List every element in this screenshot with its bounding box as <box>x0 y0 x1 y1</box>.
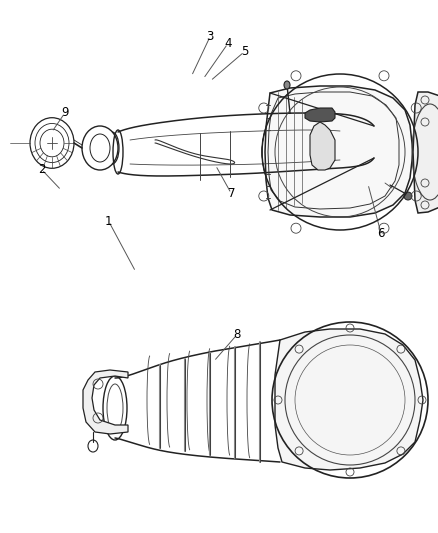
Ellipse shape <box>284 81 290 89</box>
Ellipse shape <box>404 192 412 200</box>
Text: 7: 7 <box>227 187 235 200</box>
Text: 9: 9 <box>61 107 69 119</box>
Text: 3: 3 <box>207 30 214 43</box>
Polygon shape <box>83 370 128 434</box>
Polygon shape <box>413 92 438 213</box>
Text: 1: 1 <box>105 215 113 228</box>
Text: 5: 5 <box>241 45 248 58</box>
Polygon shape <box>310 122 335 170</box>
Polygon shape <box>265 86 413 217</box>
Text: 6: 6 <box>377 227 385 240</box>
Text: 8: 8 <box>234 328 241 341</box>
Text: 4: 4 <box>224 37 232 50</box>
Text: 2: 2 <box>38 163 46 176</box>
Polygon shape <box>275 329 423 470</box>
Polygon shape <box>305 108 335 122</box>
